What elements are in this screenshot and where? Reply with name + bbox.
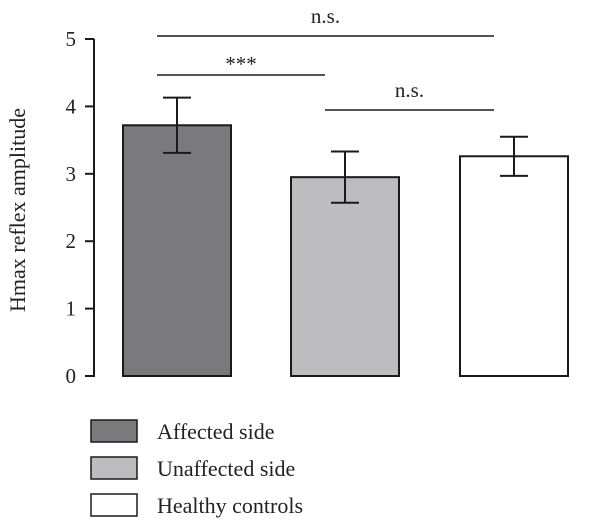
bar — [459, 155, 569, 377]
y-tick-label: 0 — [66, 364, 77, 388]
y-axis-title: Hmax reflex amplitude — [5, 108, 30, 312]
significance-label: n.s. — [311, 4, 340, 28]
legend-swatch — [90, 419, 138, 443]
legend-swatch — [90, 493, 138, 517]
legend-label: Affected side — [157, 419, 275, 444]
bar — [290, 176, 400, 377]
y-tick-label: 1 — [66, 297, 77, 321]
legend-label: Healthy controls — [157, 493, 303, 518]
bar — [122, 124, 232, 377]
bars — [122, 124, 569, 377]
significance-label: *** — [225, 52, 257, 76]
y-tick-label: 4 — [66, 94, 77, 118]
y-tick-label: 5 — [66, 27, 77, 51]
legend-swatch — [90, 456, 138, 480]
y-ticks: 0 1 2 3 4 5 — [66, 27, 94, 388]
significance-brackets: *** n.s. n.s. — [157, 4, 494, 111]
y-tick-label: 3 — [66, 162, 77, 186]
legend: Affected side Unaffected side Healthy cont… — [90, 419, 303, 518]
legend-label: Unaffected side — [157, 456, 295, 481]
significance-label: n.s. — [395, 78, 424, 102]
error-bars — [163, 96, 528, 204]
y-tick-label: 2 — [66, 229, 77, 253]
